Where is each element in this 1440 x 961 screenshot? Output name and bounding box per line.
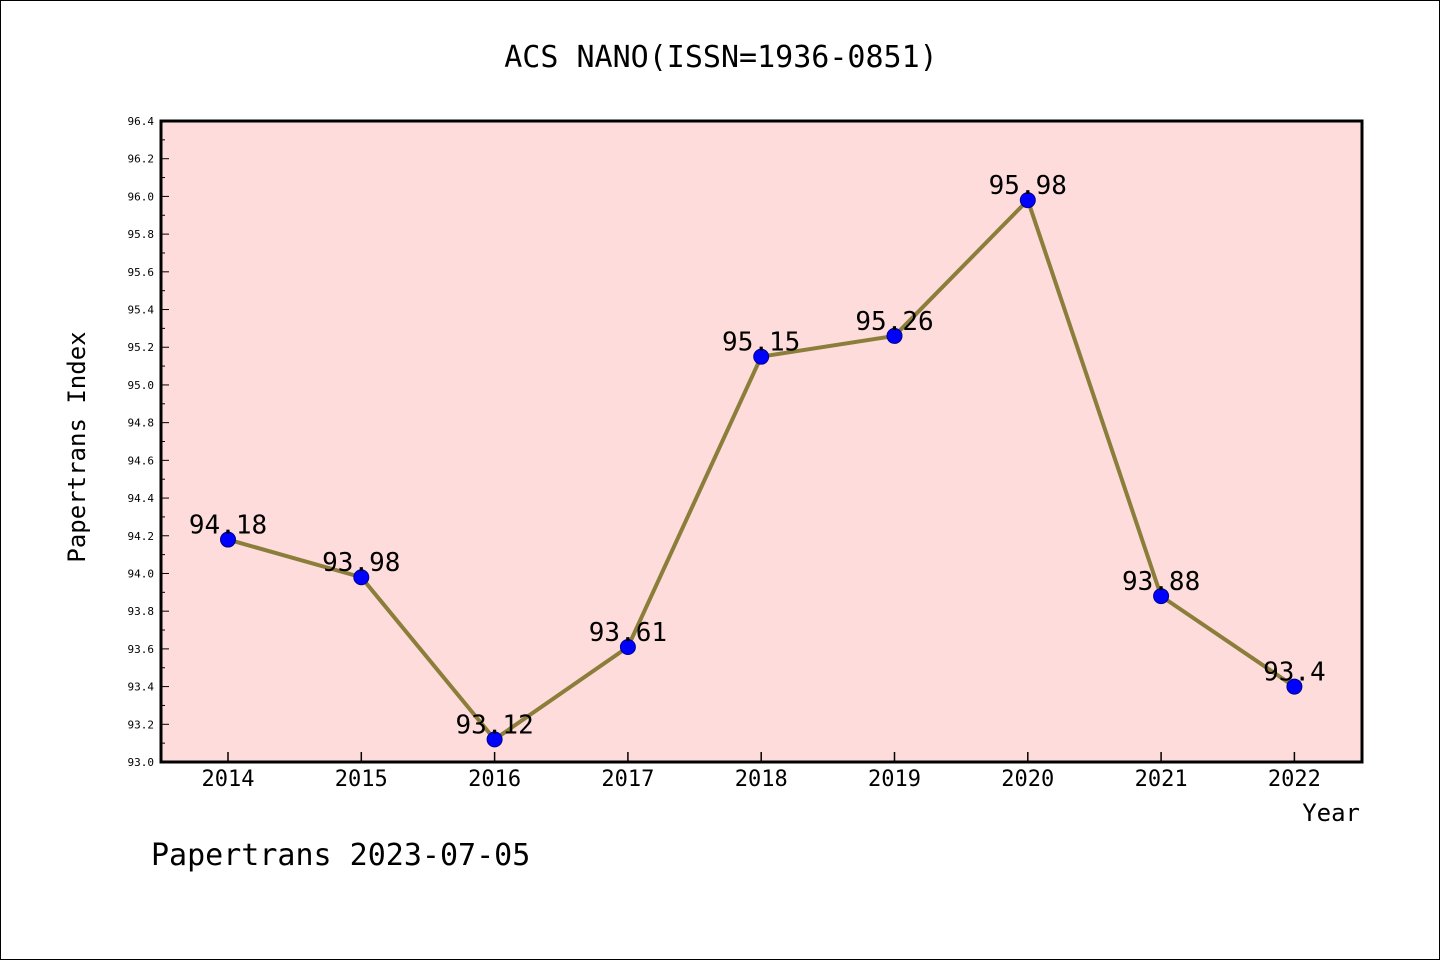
- data-point: [220, 531, 236, 548]
- x-tick-label: 2017: [601, 767, 654, 792]
- y-tick-label: 95.4: [128, 304, 155, 317]
- y-tick-label: 93.8: [128, 605, 155, 618]
- data-label: 93.98: [322, 548, 400, 578]
- y-tick-label: 94.6: [128, 454, 155, 467]
- y-tick-label: 93.4: [128, 681, 155, 694]
- x-tick-label: 2015: [335, 767, 388, 792]
- x-tick-label: 2019: [868, 767, 921, 792]
- y-tick-label: 94.4: [128, 492, 155, 505]
- y-tick-label: 93.6: [128, 643, 155, 656]
- y-tick-label: 93.0: [128, 756, 155, 769]
- x-tick-label: 2014: [202, 767, 255, 792]
- y-tick-label: 96.0: [128, 190, 155, 203]
- plot-frame: [159, 119, 1364, 764]
- x-tick-label: 2018: [735, 767, 788, 792]
- y-tick-label: 95.0: [128, 379, 155, 392]
- data-point: [1286, 678, 1303, 695]
- y-tick-label: 93.2: [128, 718, 155, 731]
- footer-credit: Papertrans 2023-07-05: [151, 838, 530, 873]
- x-tick-label: 2021: [1135, 767, 1188, 792]
- y-tick-label: 96.4: [128, 115, 155, 128]
- x-tick-label: 2020: [1001, 767, 1054, 792]
- data-point: [353, 569, 370, 586]
- y-tick-label: 94.8: [128, 417, 155, 430]
- data-label: 93.12: [455, 710, 533, 740]
- y-tick-label: 96.2: [128, 153, 155, 166]
- plot-area: [161, 121, 1362, 762]
- data-label: 95.98: [989, 171, 1067, 201]
- y-tick-label: 94.2: [128, 530, 155, 543]
- y-axis-ticks: 93.0 93.2 93.4 93.6 93.8 94.0 94.2 94.4 94.6 94.8…: [128, 115, 169, 769]
- data-point: [1153, 588, 1170, 605]
- data-point: [619, 638, 636, 655]
- y-axis-title: Papertrans Index: [63, 331, 91, 562]
- x-axis-title: Year: [1302, 799, 1360, 827]
- x-tick-label: 2016: [468, 767, 521, 792]
- data-labels: 94.18 93.98 93.12 93.61 95.15 95.26 95.98 93.88…: [189, 171, 1326, 740]
- data-markers: [220, 192, 1303, 748]
- data-point: [753, 348, 770, 365]
- data-label: 93.88: [1122, 567, 1200, 597]
- y-tick-label: 94.0: [128, 567, 155, 580]
- y-tick-label: 95.8: [128, 228, 155, 241]
- y-tick-label: 95.6: [128, 266, 155, 279]
- data-label: 95.15: [722, 328, 800, 358]
- data-label: 93.61: [589, 618, 667, 648]
- chart-title: ACS NANO(ISSN=1936-0851): [504, 40, 937, 75]
- x-axis-ticks: 2014 2015 2016 2017 2018 2019 2020 2021 2022: [202, 752, 1321, 792]
- data-point: [1019, 192, 1036, 209]
- data-point: [486, 731, 503, 748]
- x-tick-label: 2022: [1268, 767, 1321, 792]
- data-point: [886, 327, 903, 344]
- data-label: 93.4: [1263, 658, 1326, 688]
- data-label: 94.18: [189, 511, 267, 541]
- data-label: 95.26: [855, 307, 933, 337]
- y-tick-label: 95.2: [128, 341, 155, 354]
